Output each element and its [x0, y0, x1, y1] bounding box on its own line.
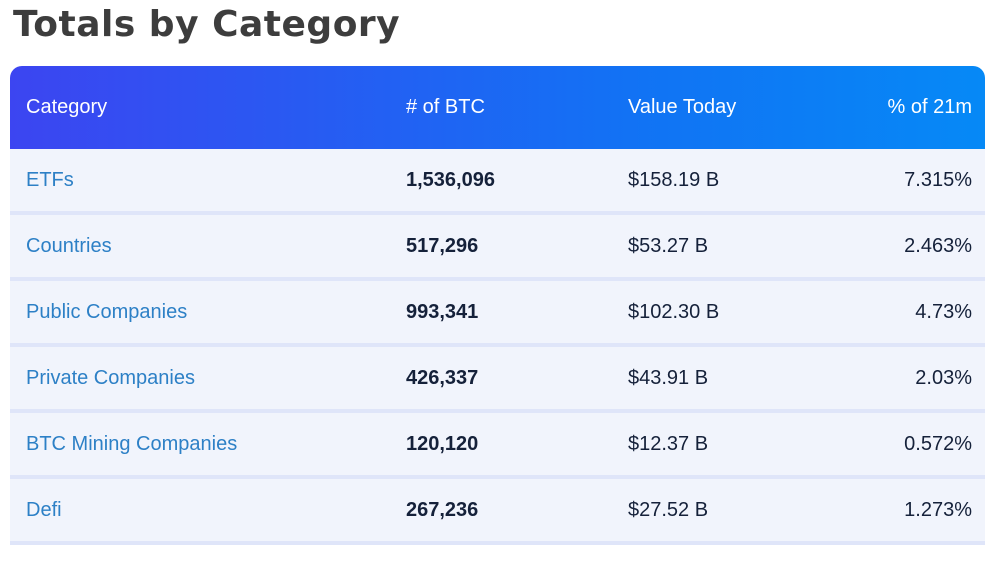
- pct-of-21m: 2.463%: [904, 234, 972, 257]
- page-title: Totals by Category: [13, 4, 401, 45]
- btc-amount: 120,120: [406, 432, 479, 455]
- header-cell-category: Category: [26, 96, 108, 118]
- category-link-btc-mining-companies[interactable]: BTC Mining Companies: [26, 432, 238, 455]
- btc-amount: 426,337: [406, 366, 479, 389]
- category-link-etfs[interactable]: ETFs: [26, 168, 74, 191]
- category-link-countries[interactable]: Countries: [26, 234, 112, 257]
- value-today: $53.27 B: [628, 234, 709, 257]
- pct-of-21m: 0.572%: [904, 432, 972, 455]
- pct-of-21m: 2.03%: [915, 366, 972, 389]
- pct-of-21m: 4.73%: [915, 300, 972, 323]
- pct-of-21m: 7.315%: [904, 168, 972, 191]
- value-today: $102.30 B: [628, 300, 720, 323]
- category-link-public-companies[interactable]: Public Companies: [26, 300, 188, 323]
- btc-amount: 1,536,096: [406, 168, 495, 191]
- table-row: BTC Mining Companies 120,120 $12.37 B 0.…: [10, 413, 985, 479]
- table-row: Countries 517,296 $53.27 B 2.463%: [10, 215, 985, 281]
- header-cell-value-today: Value Today: [628, 96, 737, 118]
- header-cell-btc: # of BTC: [406, 96, 485, 118]
- table-row: Defi 267,236 $27.52 B 1.273%: [10, 479, 985, 545]
- btc-amount: 517,296: [406, 234, 479, 257]
- header-cell-pct-21m: % of 21m: [887, 96, 972, 118]
- value-today: $12.37 B: [628, 432, 709, 455]
- totals-by-category-table: Category # of BTC Value Today % of 21m E…: [10, 66, 985, 545]
- btc-amount: 267,236: [406, 498, 479, 521]
- pct-of-21m: 1.273%: [904, 498, 972, 521]
- value-today: $158.19 B: [628, 168, 720, 191]
- btc-amount: 993,341: [406, 300, 479, 323]
- value-today: $27.52 B: [628, 498, 709, 521]
- category-link-private-companies[interactable]: Private Companies: [26, 366, 195, 389]
- category-link-defi[interactable]: Defi: [26, 498, 62, 521]
- table-row: Public Companies 993,341 $102.30 B 4.73%: [10, 281, 985, 347]
- table-header-row: Category # of BTC Value Today % of 21m: [10, 66, 985, 149]
- value-today: $43.91 B: [628, 366, 709, 389]
- table-row: ETFs 1,536,096 $158.19 B 7.315%: [10, 149, 985, 215]
- table-row: Private Companies 426,337 $43.91 B 2.03%: [10, 347, 985, 413]
